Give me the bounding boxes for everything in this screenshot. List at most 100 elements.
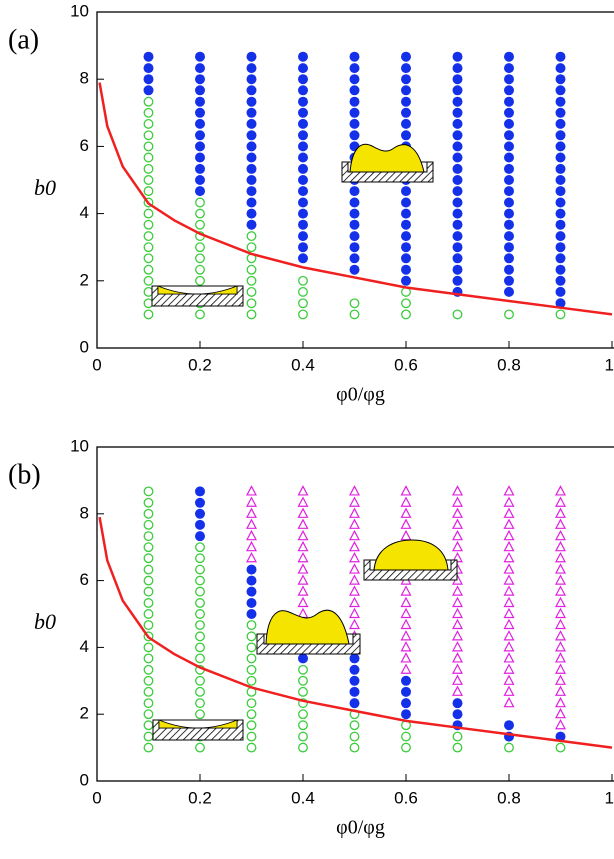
x-tick-label: 0.4 <box>291 788 315 807</box>
point <box>349 540 360 552</box>
point <box>246 264 257 275</box>
point <box>401 118 411 129</box>
point <box>503 652 515 663</box>
point <box>349 107 360 118</box>
point <box>298 186 308 197</box>
point <box>400 663 412 674</box>
x-tick-label: 1 <box>605 788 614 807</box>
point <box>452 197 463 208</box>
point <box>298 275 308 286</box>
point <box>297 485 309 496</box>
point <box>452 663 463 674</box>
point <box>555 663 566 674</box>
point <box>298 107 308 118</box>
point <box>246 496 257 507</box>
inset-film-cap <box>363 539 458 581</box>
point <box>452 85 463 96</box>
point <box>555 618 566 630</box>
point <box>452 118 463 129</box>
point <box>349 664 360 675</box>
point <box>401 208 411 219</box>
point <box>401 219 411 230</box>
point <box>349 485 360 496</box>
point <box>555 563 566 574</box>
point <box>349 742 360 753</box>
point <box>297 585 309 596</box>
point <box>555 264 566 275</box>
point <box>143 253 154 264</box>
point <box>298 698 308 709</box>
point <box>246 485 257 496</box>
point <box>504 51 514 62</box>
point <box>246 564 257 575</box>
point <box>555 107 566 118</box>
point <box>195 486 205 497</box>
point <box>143 598 154 608</box>
point <box>298 197 308 208</box>
point <box>298 208 308 219</box>
point <box>143 275 154 286</box>
y-tick-label: 10 <box>70 436 89 455</box>
point <box>452 253 463 264</box>
point <box>555 186 566 197</box>
point <box>143 642 154 653</box>
point <box>246 74 257 85</box>
point <box>452 175 463 185</box>
point <box>555 253 566 264</box>
point <box>195 519 205 530</box>
point <box>349 731 360 742</box>
point <box>195 118 205 129</box>
point <box>195 242 205 253</box>
point <box>298 51 308 62</box>
point <box>195 107 205 118</box>
point <box>195 609 205 619</box>
point <box>349 653 360 664</box>
point <box>401 96 411 107</box>
point <box>401 63 411 74</box>
point <box>400 507 412 518</box>
point <box>452 652 463 663</box>
point <box>555 518 566 529</box>
point <box>195 63 205 74</box>
point <box>298 152 308 163</box>
point <box>298 742 308 753</box>
point <box>504 242 514 253</box>
point <box>504 253 514 264</box>
point <box>195 508 205 519</box>
point <box>400 607 412 619</box>
point <box>555 298 566 309</box>
point <box>504 152 514 163</box>
critical-curve <box>98 516 613 749</box>
inset-film-bump <box>256 609 361 655</box>
y-tick-label: 0 <box>80 337 89 356</box>
point <box>452 641 463 652</box>
point <box>503 485 515 496</box>
point <box>143 219 154 230</box>
y-tick-label: 10 <box>70 1 89 20</box>
point <box>143 731 154 742</box>
point <box>349 186 360 197</box>
point <box>503 518 515 529</box>
point <box>298 74 308 85</box>
x-tick-label: 0.6 <box>394 788 418 807</box>
point <box>298 231 308 242</box>
point <box>401 731 411 742</box>
point <box>349 675 360 686</box>
point <box>349 585 360 596</box>
point <box>349 518 360 529</box>
point <box>401 309 411 320</box>
point <box>504 163 514 174</box>
inset-film-bump <box>341 143 434 183</box>
point <box>195 675 205 686</box>
point <box>349 85 360 96</box>
point <box>143 564 154 575</box>
point <box>401 51 411 62</box>
point <box>349 529 360 541</box>
point <box>555 231 566 242</box>
point <box>298 219 308 230</box>
point <box>246 163 257 174</box>
point <box>401 242 411 253</box>
point <box>195 531 205 542</box>
point <box>195 631 205 642</box>
point <box>349 208 360 219</box>
